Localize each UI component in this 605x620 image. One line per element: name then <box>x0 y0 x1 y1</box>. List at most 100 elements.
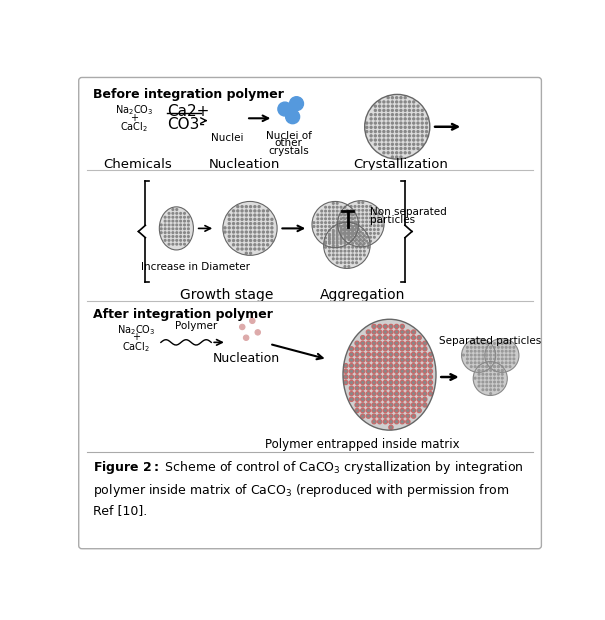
Circle shape <box>361 244 364 247</box>
Circle shape <box>366 397 370 402</box>
Circle shape <box>350 213 353 216</box>
Circle shape <box>367 246 370 249</box>
Circle shape <box>320 213 323 216</box>
Circle shape <box>387 122 390 125</box>
Circle shape <box>378 369 382 373</box>
Circle shape <box>404 122 407 125</box>
Circle shape <box>394 409 399 413</box>
Circle shape <box>249 234 252 238</box>
Circle shape <box>257 243 261 247</box>
Circle shape <box>361 397 365 402</box>
Circle shape <box>361 236 364 239</box>
Circle shape <box>328 210 331 213</box>
Circle shape <box>355 397 359 402</box>
Circle shape <box>369 236 372 239</box>
Circle shape <box>328 217 331 220</box>
Circle shape <box>372 335 376 340</box>
Circle shape <box>253 213 257 217</box>
Circle shape <box>382 104 385 108</box>
Circle shape <box>290 97 304 110</box>
Circle shape <box>493 365 496 368</box>
Circle shape <box>223 226 227 229</box>
Circle shape <box>324 222 370 268</box>
Circle shape <box>171 235 174 238</box>
Circle shape <box>350 205 353 208</box>
Circle shape <box>377 213 380 216</box>
Circle shape <box>378 134 381 138</box>
Circle shape <box>355 347 359 351</box>
Circle shape <box>344 261 347 264</box>
Circle shape <box>168 239 171 242</box>
Circle shape <box>358 244 361 247</box>
Circle shape <box>332 254 335 257</box>
Circle shape <box>416 147 420 150</box>
Circle shape <box>316 217 319 220</box>
Circle shape <box>347 250 350 253</box>
Circle shape <box>477 353 480 356</box>
Circle shape <box>383 335 387 340</box>
Circle shape <box>370 122 373 125</box>
Circle shape <box>236 205 240 208</box>
Circle shape <box>394 352 399 356</box>
Circle shape <box>351 229 355 232</box>
Circle shape <box>339 242 342 245</box>
Circle shape <box>428 358 433 362</box>
Circle shape <box>236 218 240 221</box>
Circle shape <box>512 350 515 353</box>
Circle shape <box>374 138 377 142</box>
Circle shape <box>372 380 376 384</box>
Circle shape <box>332 202 335 205</box>
Circle shape <box>344 221 347 224</box>
Circle shape <box>382 130 385 133</box>
Circle shape <box>417 374 421 379</box>
Circle shape <box>373 216 376 219</box>
Circle shape <box>351 234 355 237</box>
Circle shape <box>391 155 394 159</box>
Circle shape <box>355 358 359 362</box>
Circle shape <box>505 353 508 356</box>
Circle shape <box>255 330 261 335</box>
Circle shape <box>366 352 370 356</box>
Circle shape <box>163 231 167 234</box>
Circle shape <box>344 254 347 257</box>
Circle shape <box>408 138 411 142</box>
Circle shape <box>423 374 427 379</box>
Circle shape <box>378 330 382 334</box>
Circle shape <box>508 357 512 360</box>
Circle shape <box>404 138 407 142</box>
Circle shape <box>262 213 265 217</box>
Text: Aggregation: Aggregation <box>319 288 405 303</box>
Circle shape <box>270 222 273 225</box>
Circle shape <box>383 341 387 345</box>
Circle shape <box>411 403 416 407</box>
Circle shape <box>374 143 377 146</box>
Circle shape <box>336 246 339 249</box>
Circle shape <box>428 386 433 390</box>
Circle shape <box>373 209 376 212</box>
Circle shape <box>383 403 387 407</box>
Circle shape <box>227 222 231 225</box>
Circle shape <box>175 216 178 219</box>
Circle shape <box>400 347 404 351</box>
Circle shape <box>355 409 359 413</box>
Circle shape <box>351 213 355 216</box>
Circle shape <box>423 403 427 407</box>
Circle shape <box>408 130 411 133</box>
Circle shape <box>395 138 398 142</box>
Circle shape <box>240 234 244 238</box>
Circle shape <box>382 117 385 120</box>
Circle shape <box>408 113 411 117</box>
Circle shape <box>493 350 496 353</box>
Circle shape <box>394 392 399 396</box>
Circle shape <box>485 353 488 356</box>
Circle shape <box>408 134 411 138</box>
Circle shape <box>373 213 376 216</box>
Circle shape <box>372 363 376 368</box>
Circle shape <box>474 350 477 353</box>
Circle shape <box>336 244 339 247</box>
Circle shape <box>411 369 416 373</box>
Text: Na$_2$CO$_3$: Na$_2$CO$_3$ <box>114 104 153 117</box>
Circle shape <box>344 223 347 226</box>
Circle shape <box>345 213 349 216</box>
Circle shape <box>406 330 410 334</box>
